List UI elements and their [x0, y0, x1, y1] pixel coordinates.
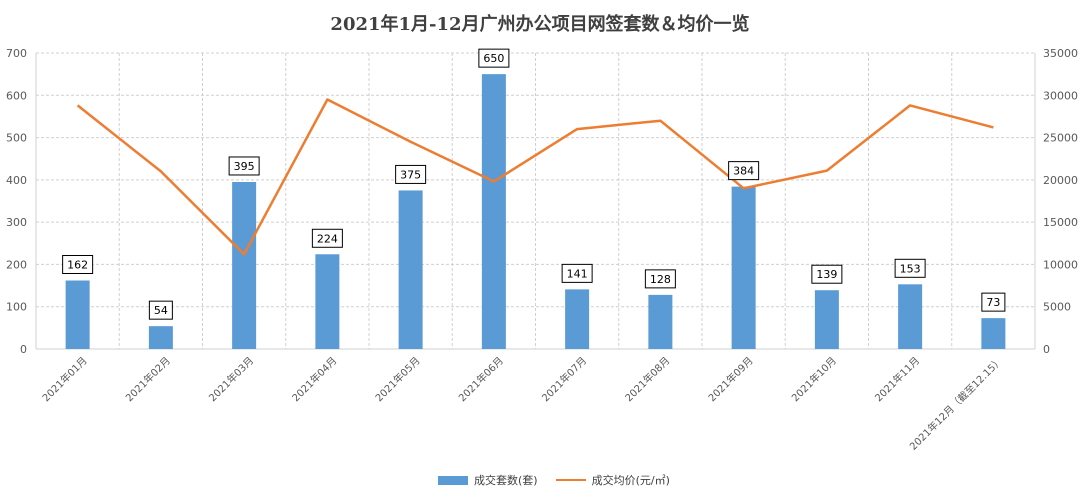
legend-swatch-line: [555, 479, 586, 481]
bar-data-label: 139: [816, 268, 837, 281]
bar: [814, 290, 839, 349]
bar-data-label: 141: [567, 267, 588, 280]
bar: [731, 186, 756, 349]
x-tick-label: 2021年10月: [789, 354, 839, 404]
legend-item-line: 成交均价(元/㎡): [555, 472, 670, 488]
y-left-tick-label: 200: [6, 258, 27, 271]
x-tick-label: 2021年02月: [123, 354, 173, 404]
bar: [315, 254, 340, 349]
bar-data-label: 224: [317, 232, 338, 245]
bar-data-label-box: [894, 258, 926, 278]
y-left-tick-label: 400: [6, 174, 27, 187]
bar-data-label: 128: [650, 273, 671, 286]
y-right-tick-label: 15000: [1043, 216, 1078, 229]
y-left-tick-label: 700: [6, 47, 27, 60]
x-tick-label: 2021年03月: [206, 354, 256, 404]
x-tick-label: 2021年05月: [372, 354, 422, 404]
legend-label-bars: 成交套数(套): [474, 474, 538, 487]
y-right-tick-label: 35000: [1043, 47, 1078, 60]
bar-data-label: 395: [234, 160, 255, 173]
bar: [481, 74, 506, 350]
bar-data-label-box: [561, 263, 593, 283]
x-tick-label: 2021年12月（截至12.15）: [907, 354, 1006, 453]
bar-data-label-box: [228, 156, 260, 176]
y-left-tick-label: 300: [6, 216, 27, 229]
y-right-tick-label: 30000: [1043, 89, 1078, 102]
legend-item-bars: 成交套数(套): [438, 472, 538, 488]
bar-data-label: 375: [400, 168, 421, 181]
bar: [898, 284, 923, 349]
legend: 成交套数(套) 成交均价(元/㎡): [438, 472, 688, 488]
bar-data-label-box: [644, 269, 676, 289]
bar-data-label-box: [62, 254, 94, 274]
bar-data-label: 650: [483, 52, 504, 65]
chart-title: 2021年1月-12月广州办公项目网签套数＆均价一览: [330, 14, 750, 35]
x-tick-label: 2021年08月: [622, 354, 672, 404]
y-left-tick-label: 0: [20, 343, 27, 356]
legend-swatch-bars: [438, 475, 468, 485]
bar-data-label-box: [478, 48, 510, 68]
bar-data-label: 54: [154, 304, 168, 317]
y-left-tick-label: 600: [6, 89, 27, 102]
x-tick-label: 2021年06月: [456, 354, 506, 404]
series-line: [76, 98, 994, 256]
x-tick-label: 2021年04月: [289, 354, 339, 404]
y-right-tick-label: 5000: [1043, 301, 1071, 314]
bar-data-label-box: [148, 300, 173, 320]
x-tick-label: 2021年07月: [539, 354, 589, 404]
bar-data-label: 384: [733, 165, 754, 178]
x-tick-label: 2021年11月: [872, 354, 922, 404]
y-right-tick-label: 20000: [1043, 174, 1078, 187]
bar: [648, 294, 673, 349]
x-tick-label: 2021年09月: [705, 354, 755, 404]
bar-data-label-box: [395, 164, 427, 184]
bar-data-label: 73: [986, 296, 1000, 309]
bar: [65, 280, 90, 349]
bar: [981, 318, 1006, 349]
bar-data-label-box: [811, 264, 843, 284]
bar: [148, 326, 173, 349]
bar: [232, 181, 257, 349]
bar-data-label: 153: [900, 262, 921, 275]
bar-data-label-box: [981, 292, 1006, 312]
legend-label-line: 成交均价(元/㎡): [591, 474, 670, 487]
y-right-tick-label: 25000: [1043, 132, 1078, 145]
bar-data-label: 162: [67, 258, 88, 271]
y-right-tick-label: 10000: [1043, 258, 1078, 271]
bar: [398, 190, 423, 349]
y-left-tick-label: 100: [6, 301, 27, 314]
y-left-tick-label: 500: [6, 132, 27, 145]
y-right-tick-label: 0: [1043, 343, 1050, 356]
x-tick-label: 2021年01月: [39, 354, 89, 404]
bar-data-label-box: [728, 161, 760, 181]
bar: [565, 289, 590, 349]
bar-data-label-box: [311, 228, 343, 248]
